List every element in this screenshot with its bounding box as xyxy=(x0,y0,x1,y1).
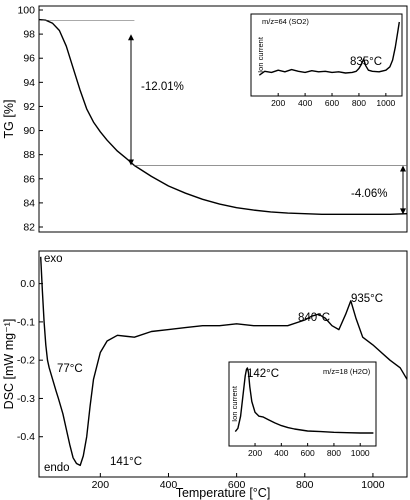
so2-x-tick-label: 600 xyxy=(325,98,339,108)
dsc-peak-77-label: 77°C xyxy=(57,363,83,375)
tg-y-tick-label: 84 xyxy=(23,197,35,209)
h2o-inset-frame xyxy=(228,361,377,447)
dsc-panel: -0.4 -0.3 -0.2 -0.1 0.0 200 400 600 800 1000 DSC… xyxy=(2,250,408,500)
endo-label: endo xyxy=(44,462,70,474)
h2o-inset-curve-layer xyxy=(234,367,374,434)
tg-panel: 82 84 86 88 90 92 94 96 98 100 TG [%] -12.01% -4.… xyxy=(2,5,408,234)
so2-inset-x-axis: 200 400 600 800 1000 xyxy=(271,93,396,108)
tg-annotations xyxy=(42,19,407,215)
dsc-y-axis-label: DSC [mW mg⁻¹] xyxy=(2,319,16,410)
tg-y-tick-label: 82 xyxy=(23,222,35,234)
tg-curve-layer xyxy=(38,18,408,215)
dsc-y-tick-label: -0.2 xyxy=(17,355,35,367)
exo-label: exo xyxy=(44,253,63,265)
tg-y-tick-label: 86 xyxy=(23,173,35,185)
so2-inset-curve-layer xyxy=(258,21,400,76)
dsc-x-tick-label: 800 xyxy=(296,479,314,491)
dsc-x-axis: 200 400 600 800 1000 xyxy=(92,473,385,491)
tg-step1-arrow-head-down xyxy=(128,159,134,166)
dsc-curve xyxy=(40,256,408,467)
so2-inset-y-label: Ion current xyxy=(256,36,265,73)
h2o-inset-x-axis: 200 400 600 800 1000 xyxy=(248,443,370,458)
so2-inset-title: m/z=64 (SO2) xyxy=(262,17,309,26)
h2o-x-tick-label: 200 xyxy=(248,448,262,458)
so2-peak-label: 835°C xyxy=(350,56,382,68)
dsc-plot-frame xyxy=(38,250,408,478)
h2o-inset: 200 400 600 800 1000 m/z=18 (H2O) Ion curren… xyxy=(228,361,377,458)
so2-x-tick-label: 1000 xyxy=(376,98,395,108)
tg-step2-arrow-head-down xyxy=(400,208,406,215)
dsc-y-tick-label: -0.4 xyxy=(17,431,35,443)
h2o-x-tick-label: 400 xyxy=(274,448,288,458)
tg-step1-label: -12.01% xyxy=(141,81,184,93)
tg-y-axis: 82 84 86 88 90 92 94 96 98 100 xyxy=(17,5,43,234)
dsc-x-tick-label: 200 xyxy=(92,479,110,491)
dsc-peak-141-label: 141°C xyxy=(110,456,142,468)
tg-curve xyxy=(38,18,408,215)
dsc-x-tick-label: 600 xyxy=(228,479,246,491)
tg-y-tick-label: 92 xyxy=(23,101,35,113)
h2o-curve xyxy=(234,367,374,434)
dsc-curve-layer xyxy=(40,256,408,467)
h2o-x-tick-label: 1000 xyxy=(351,448,370,458)
h2o-x-tick-label: 600 xyxy=(301,448,315,458)
h2o-peak-label: 142°C xyxy=(247,368,279,380)
tg-step2-arrow-head-up xyxy=(400,165,406,172)
tg-plot-frame xyxy=(38,5,408,233)
so2-inset-frame xyxy=(250,13,403,97)
so2-x-tick-label: 400 xyxy=(298,98,312,108)
tg-y-tick-label: 98 xyxy=(23,29,35,41)
tg-y-tick-label: 100 xyxy=(17,5,35,17)
so2-inset: 200 400 600 800 1000 m/z=64 (SO2) Ion curren… xyxy=(250,13,403,108)
so2-curve xyxy=(258,21,400,76)
h2o-inset-title: m/z=18 (H2O) xyxy=(323,367,371,376)
h2o-x-tick-label: 800 xyxy=(327,448,341,458)
dsc-y-axis: -0.4 -0.3 -0.2 -0.1 0.0 xyxy=(17,278,43,443)
dsc-x-tick-label: 400 xyxy=(160,479,178,491)
dsc-y-tick-label: 0.0 xyxy=(20,278,35,290)
so2-x-tick-label: 200 xyxy=(271,98,285,108)
dsc-peak-935-label: 935°C xyxy=(351,293,383,305)
dsc-x-axis-label: Temperature [°C] xyxy=(176,486,271,500)
tg-step1-arrow-head-up xyxy=(128,34,134,41)
dsc-x-tick-label: 1000 xyxy=(361,479,385,491)
tg-y-tick-label: 88 xyxy=(23,149,35,161)
tg-y-tick-label: 94 xyxy=(23,77,35,89)
dsc-y-tick-label: -0.1 xyxy=(17,316,35,328)
tg-y-axis-label: TG [%] xyxy=(2,100,16,139)
dsc-y-tick-label: -0.3 xyxy=(17,393,35,405)
tg-y-tick-label: 96 xyxy=(23,53,35,65)
tg-y-tick-label: 90 xyxy=(23,125,35,137)
h2o-inset-y-label: Ion current xyxy=(230,385,239,422)
so2-x-tick-label: 800 xyxy=(352,98,366,108)
dsc-peak-840-label: 840°C xyxy=(298,312,330,324)
tg-step2-label: -4.06% xyxy=(351,188,387,200)
